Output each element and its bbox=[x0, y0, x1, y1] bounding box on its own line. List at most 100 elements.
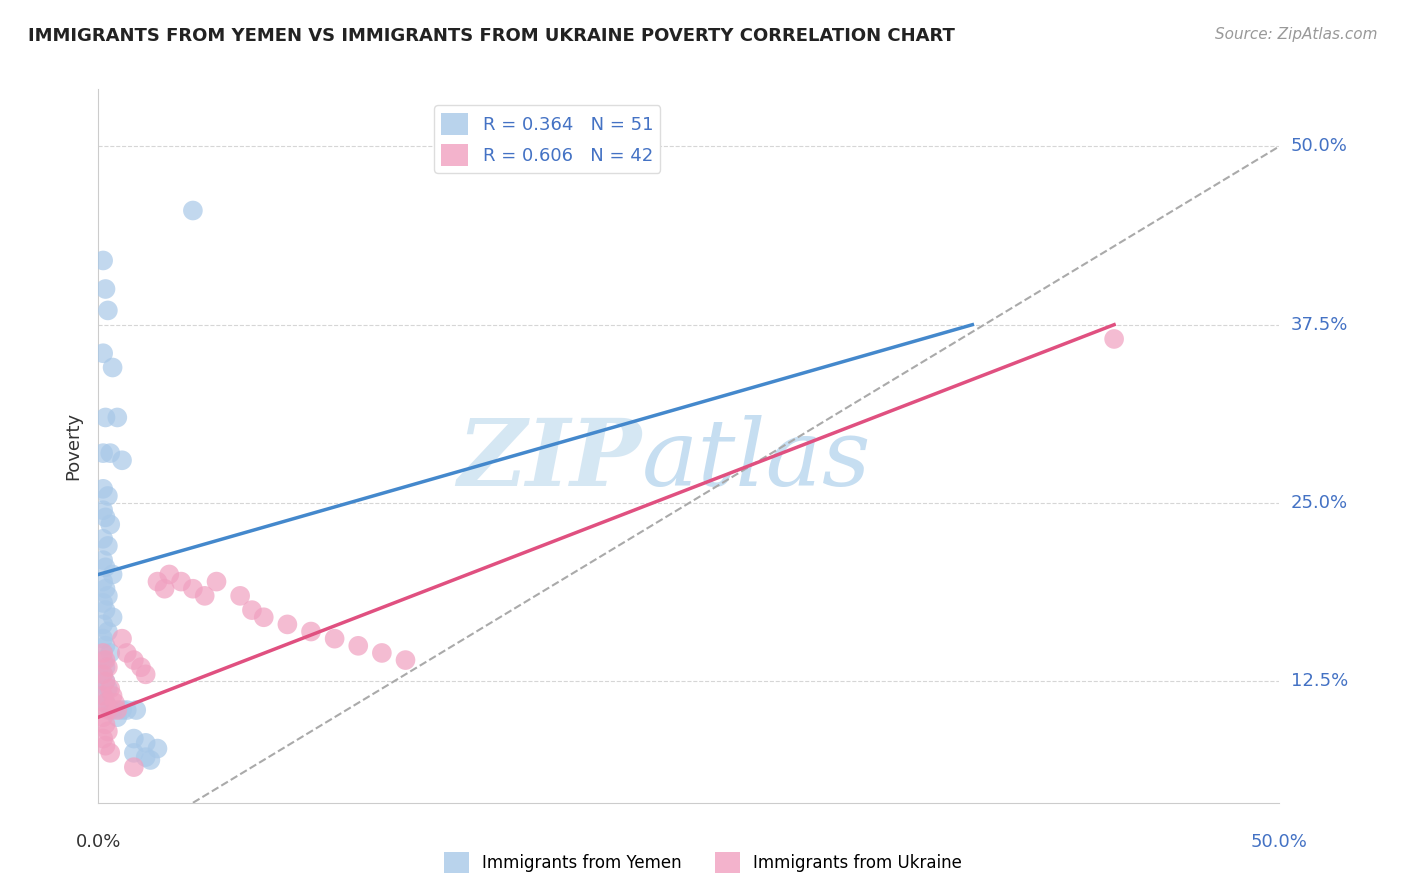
Point bbox=[115, 703, 138, 717]
Point bbox=[98, 703, 121, 717]
Point bbox=[91, 689, 114, 703]
Point bbox=[98, 446, 121, 460]
Point bbox=[229, 589, 252, 603]
Point bbox=[181, 203, 204, 218]
Point bbox=[122, 746, 145, 760]
Point bbox=[97, 539, 120, 553]
Point bbox=[91, 617, 114, 632]
Point bbox=[135, 736, 157, 750]
Point bbox=[111, 453, 134, 467]
Point bbox=[299, 624, 322, 639]
Text: 25.0%: 25.0% bbox=[1291, 494, 1348, 512]
Point bbox=[153, 582, 176, 596]
Text: 37.5%: 37.5% bbox=[1291, 316, 1348, 334]
Point bbox=[105, 410, 128, 425]
Point bbox=[91, 689, 114, 703]
Point bbox=[194, 589, 217, 603]
Point bbox=[91, 574, 114, 589]
Point bbox=[94, 674, 117, 689]
Point bbox=[94, 696, 117, 710]
Point bbox=[111, 632, 134, 646]
Point bbox=[97, 681, 120, 696]
Point bbox=[94, 674, 117, 689]
Point bbox=[1102, 332, 1125, 346]
Point bbox=[91, 482, 114, 496]
Point bbox=[146, 741, 169, 756]
Point bbox=[253, 610, 276, 624]
Point bbox=[91, 632, 114, 646]
Point bbox=[101, 610, 124, 624]
Text: atlas: atlas bbox=[641, 416, 872, 505]
Point bbox=[94, 696, 117, 710]
Point bbox=[91, 596, 114, 610]
Point bbox=[122, 731, 145, 746]
Point bbox=[371, 646, 394, 660]
Point bbox=[98, 646, 121, 660]
Text: IMMIGRANTS FROM YEMEN VS IMMIGRANTS FROM UKRAINE POVERTY CORRELATION CHART: IMMIGRANTS FROM YEMEN VS IMMIGRANTS FROM… bbox=[28, 27, 955, 45]
Point bbox=[101, 689, 124, 703]
Point bbox=[91, 710, 114, 724]
Point bbox=[97, 489, 120, 503]
Point bbox=[104, 696, 127, 710]
Point bbox=[91, 503, 114, 517]
Point bbox=[94, 660, 117, 674]
Point bbox=[135, 667, 157, 681]
Y-axis label: Poverty: Poverty bbox=[65, 412, 83, 480]
Point bbox=[111, 703, 134, 717]
Point bbox=[91, 667, 114, 681]
Point bbox=[91, 731, 114, 746]
Point bbox=[97, 589, 120, 603]
Point bbox=[170, 574, 193, 589]
Point bbox=[91, 646, 114, 660]
Text: 50.0%: 50.0% bbox=[1291, 137, 1347, 155]
Point bbox=[91, 553, 114, 567]
Point bbox=[101, 703, 124, 717]
Legend: Immigrants from Yemen, Immigrants from Ukraine: Immigrants from Yemen, Immigrants from U… bbox=[437, 846, 969, 880]
Point bbox=[91, 532, 114, 546]
Point bbox=[94, 282, 117, 296]
Point bbox=[91, 253, 114, 268]
Point bbox=[97, 624, 120, 639]
Point bbox=[115, 646, 138, 660]
Point bbox=[101, 567, 124, 582]
Point bbox=[394, 653, 416, 667]
Point bbox=[94, 560, 117, 574]
Point bbox=[181, 582, 204, 596]
Point bbox=[157, 567, 180, 582]
Point bbox=[94, 739, 117, 753]
Point bbox=[91, 446, 114, 460]
Point bbox=[94, 510, 117, 524]
Point bbox=[94, 639, 117, 653]
Legend: R = 0.364   N = 51, R = 0.606   N = 42: R = 0.364 N = 51, R = 0.606 N = 42 bbox=[434, 105, 661, 173]
Point bbox=[98, 681, 121, 696]
Point bbox=[122, 760, 145, 774]
Text: 0.0%: 0.0% bbox=[76, 833, 121, 851]
Point bbox=[91, 653, 114, 667]
Point bbox=[94, 653, 117, 667]
Point bbox=[91, 667, 114, 681]
Point bbox=[94, 603, 117, 617]
Point bbox=[323, 632, 346, 646]
Point bbox=[94, 582, 117, 596]
Point bbox=[98, 746, 121, 760]
Point bbox=[94, 717, 117, 731]
Point bbox=[240, 603, 263, 617]
Text: 50.0%: 50.0% bbox=[1251, 833, 1308, 851]
Text: 12.5%: 12.5% bbox=[1291, 673, 1348, 690]
Point bbox=[135, 750, 157, 764]
Point bbox=[129, 660, 152, 674]
Point bbox=[97, 703, 120, 717]
Point bbox=[91, 346, 114, 360]
Text: ZIP: ZIP bbox=[457, 416, 641, 505]
Point bbox=[97, 724, 120, 739]
Point bbox=[97, 660, 120, 674]
Point bbox=[105, 710, 128, 724]
Point bbox=[97, 303, 120, 318]
Point bbox=[347, 639, 370, 653]
Point bbox=[105, 703, 128, 717]
Point bbox=[101, 360, 124, 375]
Point bbox=[122, 653, 145, 667]
Point bbox=[276, 617, 298, 632]
Point bbox=[146, 574, 169, 589]
Text: Source: ZipAtlas.com: Source: ZipAtlas.com bbox=[1215, 27, 1378, 42]
